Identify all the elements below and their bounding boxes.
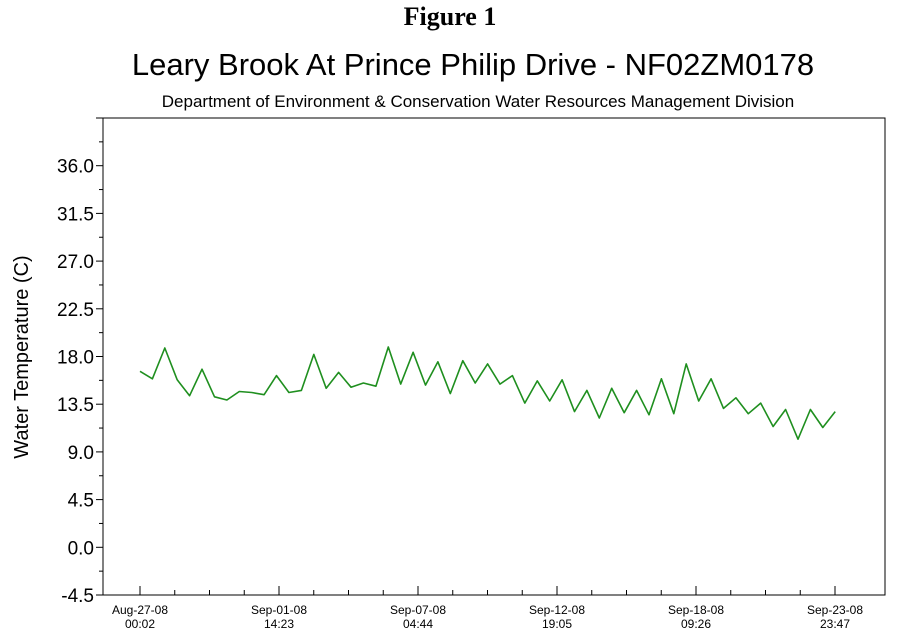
y-tick-label: -4.5 (61, 586, 94, 607)
x-tick-label-time: 19:05 (542, 617, 572, 631)
x-tick-label-time: 00:02 (125, 617, 155, 631)
y-axis-label: Water Temperature (C) (11, 255, 33, 458)
x-tick-label-date: Sep-18-08 (668, 603, 724, 617)
series-line-water-temperature (139, 346, 836, 440)
x-tick-label-time: 09:26 (681, 617, 711, 631)
y-tick-label: 31.5 (57, 204, 94, 225)
x-tick-label-date: Sep-23-08 (807, 603, 863, 617)
y-tick-label: 0.0 (68, 538, 94, 559)
x-tick-label-time: 14:23 (264, 617, 294, 631)
chart-title: Leary Brook At Prince Philip Drive - NF0… (132, 47, 814, 82)
x-tick-label-date: Aug-27-08 (112, 603, 168, 617)
x-tick-label-time: 23:47 (820, 617, 850, 631)
chart-subtitle: Department of Environment & Conservation… (162, 92, 794, 111)
y-tick-label: 18.0 (57, 348, 94, 369)
y-tick-label: 4.5 (68, 491, 94, 512)
x-tick-label-date: Sep-12-08 (529, 603, 585, 617)
y-tick-label: 9.0 (68, 443, 94, 464)
x-tick-label-date: Sep-07-08 (390, 603, 446, 617)
x-tick-label-date: Sep-01-08 (251, 603, 307, 617)
figure-label: Figure 1 (403, 2, 497, 31)
y-tick-label: 22.5 (57, 300, 94, 321)
plot-frame (102, 117, 886, 596)
y-tick-label: 36.0 (57, 157, 94, 178)
y-tick-label: 13.5 (57, 395, 94, 416)
y-tick-label: 27.0 (57, 252, 94, 273)
y-axis: -4.5 0.0 4.5 9.0 13.5 18.0 22.5 27.0 31.5 36.0 (57, 117, 103, 607)
x-tick-label-time: 04:44 (403, 617, 433, 631)
